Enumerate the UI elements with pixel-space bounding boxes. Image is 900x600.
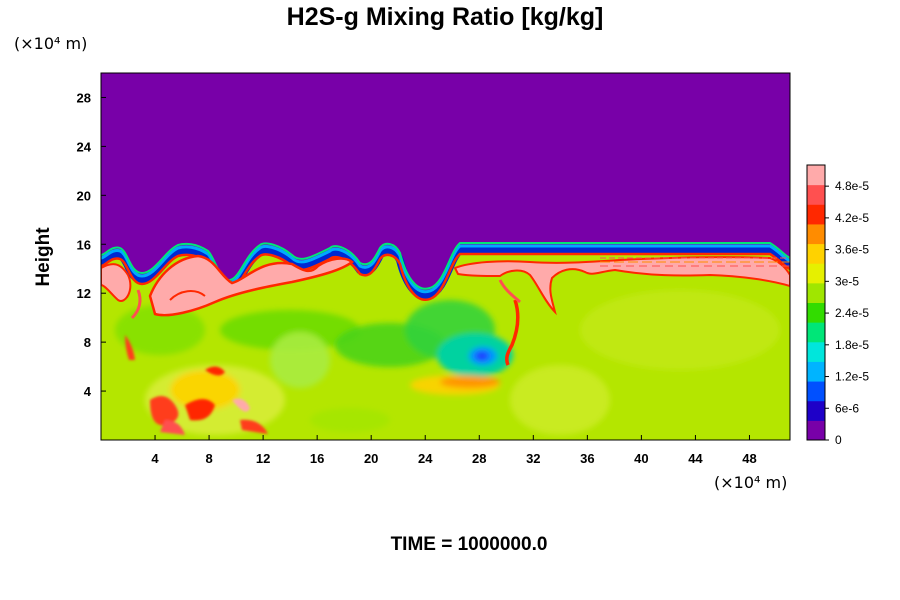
x-tick-label: 24 xyxy=(418,451,433,466)
y-unit-label: (×10⁴ m) xyxy=(14,34,87,53)
colorbar-swatch xyxy=(807,322,825,343)
x-axis-ticks: 4 8 12 16 20 24 28 32 36 40 44 48 xyxy=(151,435,757,466)
colorbar-swatch xyxy=(807,381,825,402)
colorbar-label: 2.4e-5 xyxy=(835,306,869,320)
pink-plumes xyxy=(101,254,790,366)
y-tick-label: 12 xyxy=(77,286,91,301)
time-annotation: TIME = 1000000.0 xyxy=(391,534,548,555)
y-tick-label: 20 xyxy=(77,188,91,203)
colorbar-swatch xyxy=(807,400,825,421)
plot-frame xyxy=(100,72,791,441)
y-axis-label: Height xyxy=(33,227,54,287)
colorbar-swatch xyxy=(807,263,825,284)
colorbar-label: 6e-6 xyxy=(835,401,859,415)
colorbar-label: 3.6e-5 xyxy=(835,243,869,257)
x-tick-label: 8 xyxy=(205,451,212,466)
x-tick-label: 28 xyxy=(472,451,486,466)
upper-layer xyxy=(101,73,790,296)
colorbar-swatch xyxy=(807,361,825,382)
colorbar-swatch xyxy=(807,204,825,225)
colorbar-swatch xyxy=(807,165,825,186)
colorbar-swatch xyxy=(807,184,825,205)
colorbar-swatch xyxy=(807,282,825,303)
y-tick-label: 28 xyxy=(77,90,91,105)
y-axis-ticks: 4 8 12 16 20 24 28 xyxy=(77,90,106,399)
chart-title: H2S-g Mixing Ratio [kg/kg] xyxy=(287,3,604,31)
colorbar: 0 6e-6 1.2e-5 1.8e-5 2.4e-5 3e-5 3.6e-5 4.2e-5 4… xyxy=(806,164,869,447)
x-tick-label: 16 xyxy=(310,451,324,466)
x-tick-label: 20 xyxy=(364,451,378,466)
colorbar-swatch xyxy=(807,302,825,323)
y-tick-label: 24 xyxy=(77,139,92,154)
x-tick-label: 36 xyxy=(580,451,594,466)
colorbar-swatch xyxy=(807,420,825,441)
y-tick-label: 16 xyxy=(77,237,91,252)
colorbar-label: 1.2e-5 xyxy=(835,370,869,384)
y-tick-label: 8 xyxy=(84,335,91,350)
colorbar-label: 3e-5 xyxy=(835,274,859,288)
colorbar-label: 4.2e-5 xyxy=(835,211,869,225)
heatmap-field xyxy=(101,73,790,440)
colorbar-frame xyxy=(806,164,826,441)
x-tick-label: 32 xyxy=(526,451,540,466)
lower-turbulence xyxy=(115,290,780,435)
y-tick-label: 4 xyxy=(84,384,92,399)
colorbar-swatch xyxy=(807,243,825,264)
x-tick-label: 44 xyxy=(688,451,703,466)
colorbar-swatch xyxy=(807,223,825,245)
colorbar-label: 4.8e-5 xyxy=(835,179,869,193)
x-tick-label: 4 xyxy=(151,451,159,466)
colorbar-label: 1.8e-5 xyxy=(835,338,869,352)
x-unit-label: (×10⁴ m) xyxy=(714,473,787,492)
lower-hotspots xyxy=(125,335,268,435)
x-tick-label: 48 xyxy=(742,451,756,466)
colorbar-swatch xyxy=(807,341,825,362)
x-tick-label: 12 xyxy=(256,451,270,466)
colorbar-label: 0 xyxy=(835,433,842,447)
x-tick-label: 40 xyxy=(634,451,648,466)
